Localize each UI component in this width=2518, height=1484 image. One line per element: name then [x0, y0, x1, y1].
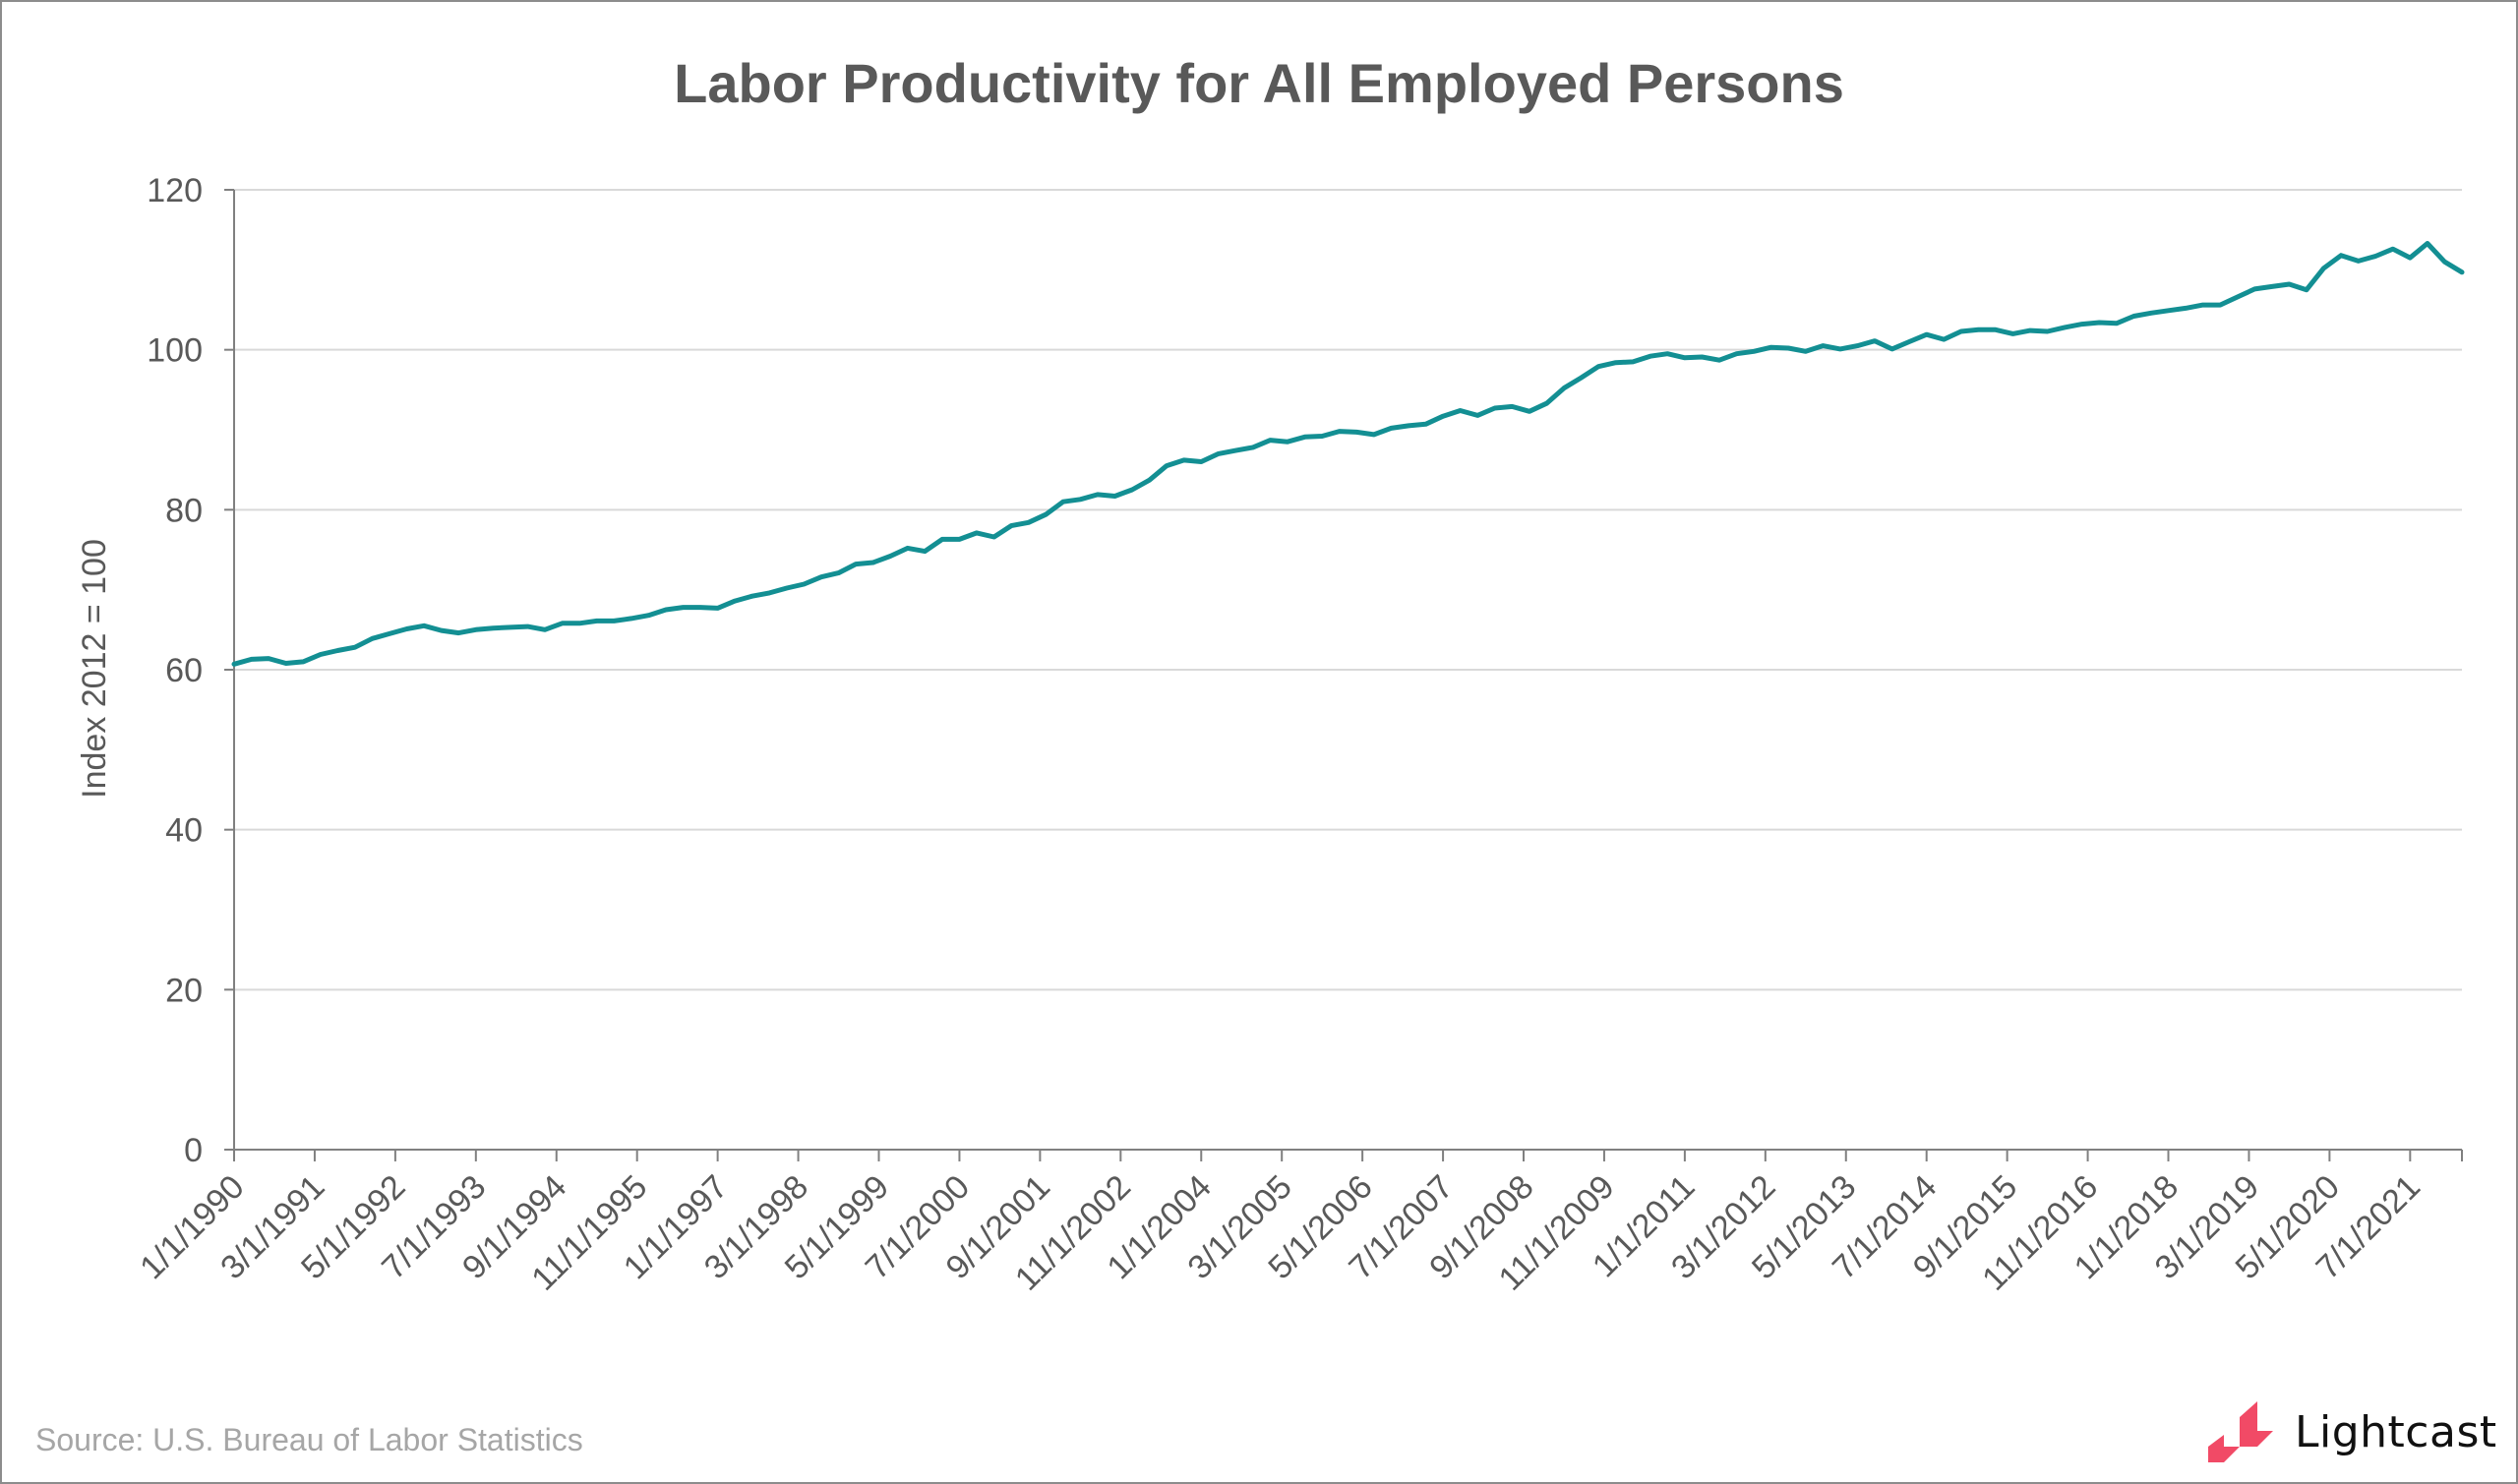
gridlines	[234, 189, 2462, 991]
logo-text: Lightcast	[2295, 1406, 2497, 1457]
series-line	[231, 241, 2465, 667]
y-tick-label: 60	[165, 652, 203, 689]
y-tick-label: 40	[165, 812, 203, 850]
y-axis-ticks: 0 20 40 60 80 100 120	[147, 172, 234, 1169]
axes	[233, 190, 2462, 1151]
lightcast-logo-icon	[2208, 1401, 2273, 1462]
lightcast-logo: Lightcast	[2208, 1401, 2497, 1462]
y-tick-label: 120	[147, 172, 203, 209]
x-axis-ticks: 1/1/19903/1/19915/1/19927/1/19939/1/1994…	[133, 1150, 2463, 1298]
y-tick-label: 20	[165, 972, 203, 1009]
source-note: Source: U.S. Bureau of Labor Statistics	[35, 1422, 583, 1457]
y-tick-label: 80	[165, 492, 203, 529]
y-tick-label: 100	[147, 332, 203, 370]
y-tick-label: 0	[184, 1132, 203, 1169]
y-axis-label: Index 2012 = 100	[76, 539, 113, 799]
chart-title: Labor Productivity for All Employed Pers…	[674, 52, 1844, 114]
